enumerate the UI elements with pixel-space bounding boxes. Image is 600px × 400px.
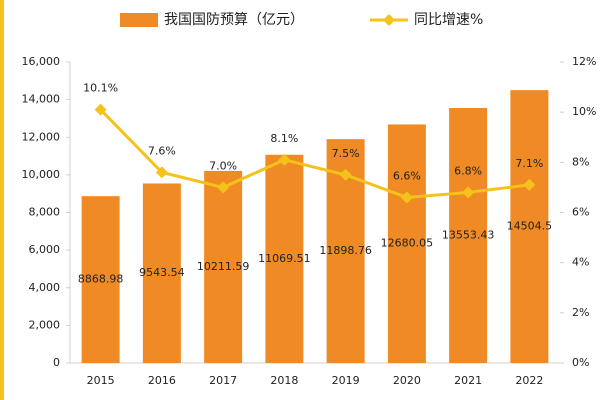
legend-marker [383, 14, 395, 26]
y-tick-label: 10,000 [22, 168, 61, 181]
y2-tick-label: 2% [572, 306, 589, 319]
line-marker [462, 186, 475, 199]
line-value-label: 7.6% [148, 144, 176, 157]
bar-value-label: 9543.54 [139, 266, 185, 279]
y-tick-label: 4,000 [29, 281, 61, 294]
line-value-label: 8.1% [270, 132, 298, 145]
line-marker [523, 178, 536, 191]
x-tick-label: 2021 [454, 374, 482, 387]
x-tick-label: 2020 [393, 374, 421, 387]
y2-tick-label: 0% [572, 356, 589, 369]
line-value-label: 6.6% [393, 169, 421, 182]
line-marker [217, 181, 230, 194]
y-tick-label: 14,000 [22, 93, 61, 106]
line-marker [94, 103, 107, 116]
line-marker [155, 166, 168, 179]
legend-swatch [120, 13, 158, 27]
y2-tick-label: 4% [572, 256, 589, 269]
x-tick-label: 2019 [332, 374, 360, 387]
x-tick-label: 2016 [148, 374, 176, 387]
bar [265, 154, 304, 363]
bar [81, 196, 120, 363]
bar-value-label: 12680.05 [381, 237, 434, 250]
bar [449, 108, 488, 364]
y-tick-label: 0 [53, 356, 60, 369]
y-tick-label: 2,000 [29, 318, 61, 331]
bar-value-label: 14504.5 [507, 220, 553, 233]
line-value-label: 7.1% [515, 157, 543, 170]
x-tick-label: 2022 [515, 374, 543, 387]
x-tick-label: 2015 [87, 374, 115, 387]
bar [387, 124, 426, 363]
y-tick-label: 8,000 [29, 206, 61, 219]
y2-tick-label: 10% [572, 105, 596, 118]
y2-tick-label: 6% [572, 206, 589, 219]
x-tick-label: 2018 [270, 374, 298, 387]
y-tick-label: 6,000 [29, 243, 61, 256]
bar-value-label: 10211.59 [197, 260, 250, 273]
line-value-label: 6.8% [454, 164, 482, 177]
bar-value-label: 11898.76 [319, 244, 372, 257]
bar [204, 170, 243, 363]
y-tick-label: 16,000 [22, 55, 61, 68]
y2-tick-label: 12% [572, 55, 596, 68]
legend-label: 同比增速% [414, 12, 483, 28]
line-marker [339, 168, 352, 181]
bar-value-label: 11069.51 [258, 252, 311, 265]
legend-label: 我国国防预算（亿元） [164, 12, 304, 28]
bar-value-label: 8868.98 [78, 273, 124, 286]
accent-bar [0, 0, 4, 400]
bar-value-label: 13553.43 [442, 229, 495, 242]
line-value-label: 7.5% [332, 147, 360, 160]
y2-tick-label: 8% [572, 155, 589, 168]
line-value-label: 10.1% [83, 82, 118, 95]
bar [510, 90, 549, 363]
y-tick-label: 12,000 [22, 130, 61, 143]
line-marker [400, 191, 413, 204]
line-value-label: 7.0% [209, 159, 237, 172]
line [99, 108, 530, 199]
x-tick-label: 2017 [209, 374, 237, 387]
line-marker [278, 153, 291, 166]
bar [142, 183, 181, 363]
